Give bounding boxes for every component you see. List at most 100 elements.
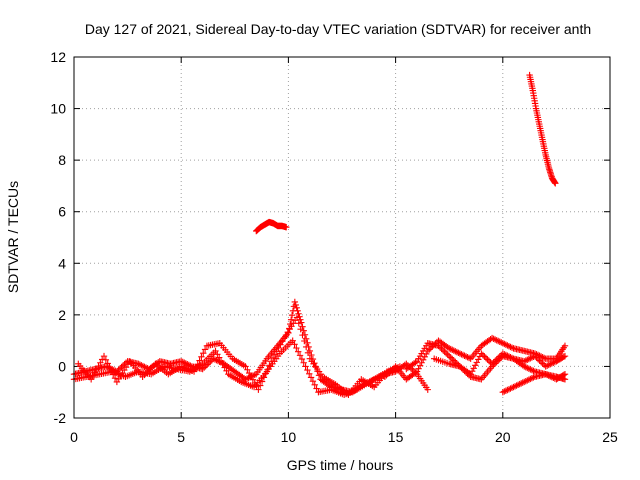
data-point xyxy=(190,368,198,375)
data-point xyxy=(468,368,476,375)
data-point xyxy=(287,316,295,323)
data-point xyxy=(198,353,205,361)
data-point xyxy=(91,369,99,376)
data-point xyxy=(524,377,531,384)
data-point xyxy=(243,375,251,382)
data-point xyxy=(212,347,219,355)
data-point xyxy=(275,344,282,352)
data-point xyxy=(519,379,526,386)
data-point xyxy=(458,351,465,358)
data-point xyxy=(490,361,497,369)
data-point xyxy=(528,375,536,382)
data-point xyxy=(505,342,513,350)
y-tick-label: 6 xyxy=(58,204,66,220)
data-point xyxy=(439,347,447,354)
data-point xyxy=(309,377,317,385)
data-point xyxy=(141,363,148,370)
data-point xyxy=(524,356,531,363)
y-tick-label: 2 xyxy=(58,307,66,323)
data-point xyxy=(455,349,462,356)
data-point xyxy=(138,362,145,369)
data-point xyxy=(530,353,537,361)
data-point xyxy=(106,363,113,371)
data-point xyxy=(522,377,529,385)
data-point xyxy=(181,359,188,366)
data-point xyxy=(501,388,508,395)
x-tick-label: 0 xyxy=(70,429,78,445)
data-point xyxy=(412,359,419,366)
data-point xyxy=(291,298,299,306)
data-point xyxy=(93,366,100,373)
data-point xyxy=(304,349,312,356)
data-point xyxy=(508,344,516,351)
data-point xyxy=(387,367,395,375)
data-point xyxy=(418,359,425,366)
data-point xyxy=(383,372,390,379)
data-point xyxy=(221,364,228,371)
data-point xyxy=(447,354,454,361)
data-point xyxy=(499,389,506,396)
data-point xyxy=(292,301,299,309)
data-point xyxy=(301,337,308,345)
data-point xyxy=(108,367,115,375)
data-point xyxy=(459,351,467,359)
plot-frame xyxy=(73,56,611,419)
data-point xyxy=(456,350,464,357)
data-point xyxy=(481,353,488,360)
data-point xyxy=(421,353,428,361)
data-point xyxy=(293,304,300,312)
data-point xyxy=(297,326,304,333)
data-point xyxy=(295,310,302,317)
data-point xyxy=(528,366,536,374)
data-point xyxy=(426,346,433,353)
data-point xyxy=(473,359,480,366)
data-point xyxy=(499,340,506,347)
data-point xyxy=(521,378,528,386)
data-point xyxy=(294,307,301,315)
series-arc-9 xyxy=(526,71,559,187)
data-point xyxy=(249,376,257,383)
data-point xyxy=(102,356,110,363)
data-point xyxy=(501,340,508,348)
series-arc-8 xyxy=(253,218,290,235)
data-point xyxy=(119,362,127,369)
data-point xyxy=(135,360,142,368)
data-point xyxy=(251,379,258,387)
data-point xyxy=(452,348,459,355)
data-point xyxy=(288,312,296,319)
data-point xyxy=(283,223,290,231)
data-point xyxy=(306,370,313,377)
data-point xyxy=(251,371,258,379)
data-point xyxy=(521,363,528,370)
data-point xyxy=(533,354,540,361)
data-point xyxy=(295,320,303,327)
x-tick-label: 5 xyxy=(177,429,185,445)
data-point xyxy=(547,361,554,368)
data-point xyxy=(527,355,534,362)
data-point xyxy=(450,347,457,354)
data-point xyxy=(510,383,517,391)
data-point xyxy=(269,354,277,362)
data-point xyxy=(488,334,496,342)
data-point xyxy=(502,341,510,348)
series-arc-4 xyxy=(381,334,569,383)
data-point xyxy=(200,364,208,371)
data-point xyxy=(95,362,102,370)
x-tick-label: 20 xyxy=(495,429,511,445)
data-point xyxy=(540,354,548,362)
data-point xyxy=(412,369,419,376)
data-point xyxy=(536,357,543,364)
data-point xyxy=(386,369,393,376)
data-point xyxy=(87,376,95,383)
data-point xyxy=(201,346,209,353)
y-tick-label: 0 xyxy=(58,358,66,374)
data-point xyxy=(271,351,279,358)
data-point xyxy=(560,353,567,361)
data-point xyxy=(527,366,534,373)
data-point xyxy=(472,362,479,369)
data-point xyxy=(561,376,569,383)
y-tick-label: 4 xyxy=(58,255,66,271)
data-point xyxy=(219,361,227,368)
data-point xyxy=(104,360,111,367)
